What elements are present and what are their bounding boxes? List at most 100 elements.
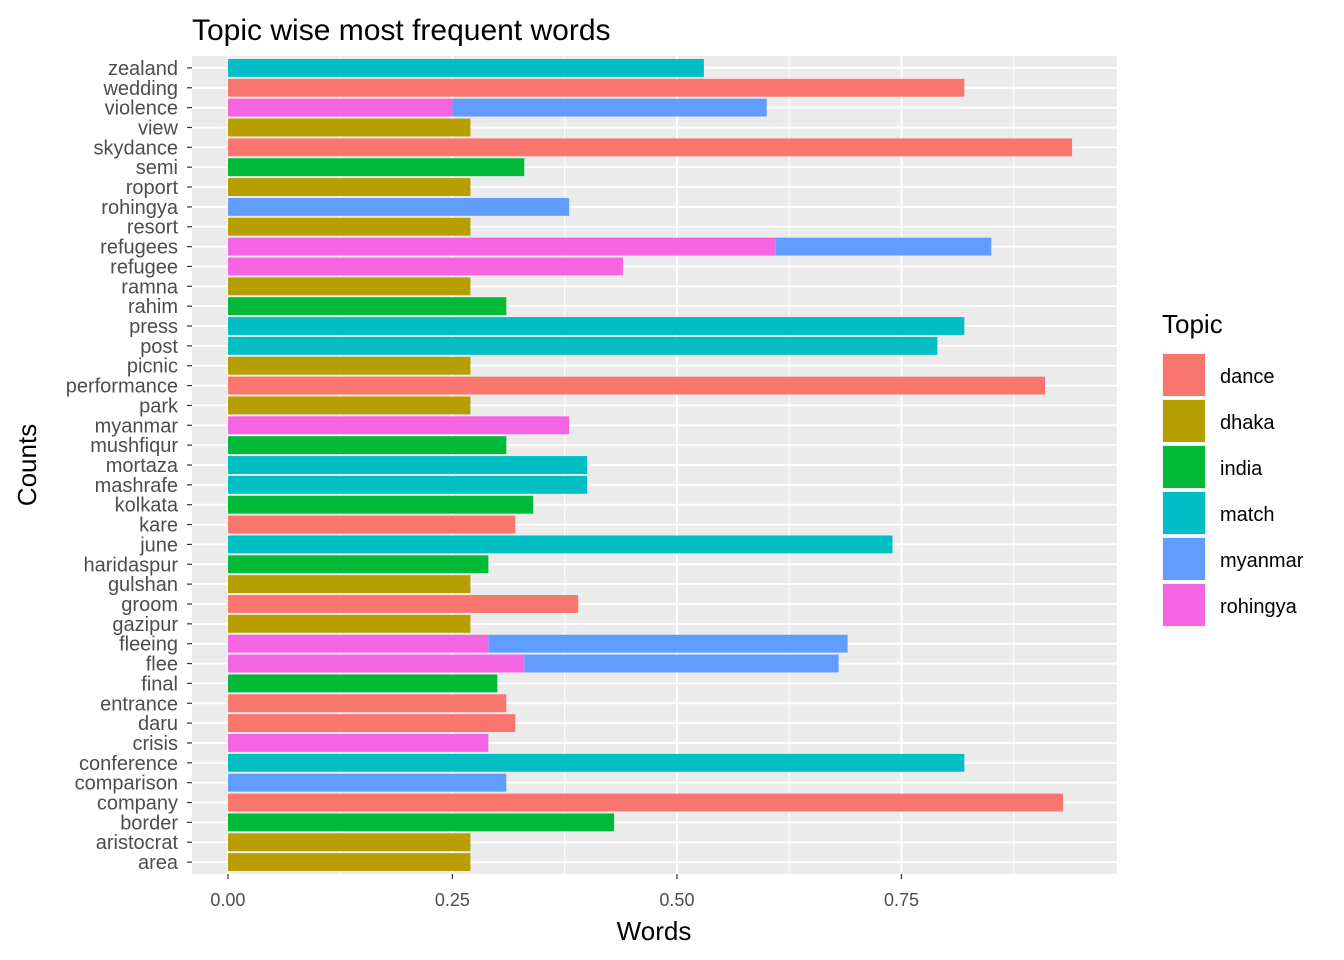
bar-park-dhaka — [227, 396, 471, 415]
bar-rohingya-myanmar — [227, 197, 570, 216]
y-tick-label: park — [139, 395, 179, 417]
y-tick-label: comparison — [75, 773, 178, 795]
x-axis-title: Words — [617, 916, 692, 946]
legend-label-rohingya: rohingya — [1220, 596, 1298, 618]
y-tick-label: border — [120, 812, 178, 834]
x-tick-label: 0.00 — [210, 890, 245, 910]
bar-press-match — [227, 317, 965, 335]
y-tick-label: gazipur — [112, 614, 178, 636]
y-tick-label: rahim — [128, 296, 178, 318]
y-tick-label: mashrafe — [95, 475, 178, 497]
y-tick-label: press — [129, 316, 178, 338]
bar-comparison-myanmar — [227, 773, 507, 792]
bar-final-india — [227, 674, 498, 693]
y-tick-label: refugee — [110, 256, 178, 278]
bar-june-match — [227, 535, 893, 554]
bar-violence-rohingya — [227, 98, 453, 117]
y-tick-label: roport — [126, 177, 179, 199]
y-tick-label: kolkata — [115, 495, 179, 517]
y-tick-label: view — [138, 117, 179, 139]
bar-semi-india — [227, 158, 525, 177]
y-axis-ticks: zealandweddingviolenceviewskydancesemiro… — [66, 58, 192, 874]
x-axis-ticks: 0.00 0.25 0.50 0.75 — [210, 874, 919, 910]
bar-groom-dance — [227, 595, 579, 613]
y-tick-label: ramna — [121, 276, 179, 298]
bar-myanmar-rohingya — [227, 416, 570, 435]
y-tick-label: picnic — [127, 356, 178, 378]
y-tick-label: fleeing — [119, 634, 178, 656]
bar-company-dance — [227, 793, 1064, 812]
y-tick-label: june — [139, 534, 178, 556]
bar-gazipur-dhaka — [227, 614, 471, 633]
y-tick-label: violence — [105, 98, 178, 120]
bar-area-dhaka — [227, 853, 471, 872]
y-tick-label: groom — [121, 594, 178, 616]
bar-mortaza-match — [227, 456, 588, 474]
bar-haridaspur-india — [227, 555, 489, 574]
bar-picnic-dhaka — [227, 356, 471, 375]
y-tick-label: aristocrat — [96, 832, 179, 854]
y-tick-label: refugees — [100, 237, 178, 259]
bar-kolkata-india — [227, 495, 534, 514]
bars — [227, 58, 1073, 872]
y-tick-label: rohingya — [101, 197, 179, 219]
y-tick-label: performance — [66, 376, 178, 398]
y-tick-label: semi — [136, 157, 178, 179]
bar-roport-dhaka — [227, 178, 471, 196]
y-tick-label: mortaza — [106, 455, 179, 477]
y-tick-label: flee — [146, 654, 178, 676]
legend-key-rohingya — [1163, 584, 1205, 626]
y-tick-label: mushfiqur — [90, 435, 178, 457]
legend-key-myanmar — [1163, 538, 1205, 580]
bar-resort-dhaka — [227, 217, 471, 236]
bar-kare-dance — [227, 515, 516, 534]
legend: Topic dance dhaka india match myanmar rohingy… — [1162, 309, 1304, 627]
bar-flee-myanmar — [524, 654, 839, 673]
bar-post-match — [227, 336, 938, 355]
y-tick-label: final — [141, 673, 178, 695]
chart-title: Topic wise most frequent words — [192, 14, 611, 47]
legend-key-india — [1163, 446, 1205, 488]
bar-ramna-dhaka — [227, 277, 471, 296]
bar-mushfiqur-india — [227, 436, 507, 455]
bar-zealand-match — [227, 58, 704, 77]
bar-rahim-india — [227, 297, 507, 316]
bar-daru-dance — [227, 714, 516, 733]
legend-label-dhaka: dhaka — [1220, 412, 1275, 434]
legend-key-match — [1163, 492, 1205, 534]
legend-key-dhaka — [1163, 400, 1205, 442]
bar-mashrafe-match — [227, 475, 588, 494]
y-tick-label: wedding — [102, 78, 178, 100]
bar-border-india — [227, 813, 615, 832]
bar-refugees-rohingya — [227, 237, 776, 256]
y-tick-label: gulshan — [108, 574, 178, 596]
bar-gulshan-dhaka — [227, 575, 471, 594]
legend-key-dance — [1163, 354, 1205, 396]
y-tick-label: conference — [79, 753, 178, 775]
bar-aristocrat-dhaka — [227, 833, 471, 852]
bar-view-dhaka — [227, 118, 471, 137]
legend-label-match: match — [1220, 504, 1274, 526]
legend-label-india: india — [1220, 458, 1263, 480]
x-tick-label: 0.75 — [884, 890, 919, 910]
y-tick-label: crisis — [132, 733, 178, 755]
y-tick-label: area — [138, 852, 179, 874]
y-tick-label: kare — [139, 515, 178, 537]
y-tick-label: haridaspur — [83, 554, 178, 576]
x-tick-label: 0.25 — [435, 890, 470, 910]
y-tick-label: entrance — [100, 693, 178, 715]
bar-fleeing-rohingya — [227, 634, 489, 653]
y-tick-label: daru — [138, 713, 178, 735]
legend-title: Topic — [1162, 309, 1223, 339]
bar-performance-dance — [227, 376, 1046, 395]
bar-refugee-rohingya — [227, 257, 624, 276]
x-tick-label: 0.50 — [659, 890, 694, 910]
y-tick-label: resort — [127, 217, 179, 239]
legend-label-myanmar: myanmar — [1220, 550, 1304, 572]
bar-flee-rohingya — [227, 654, 525, 673]
y-tick-label: myanmar — [95, 415, 179, 437]
bar-fleeing-myanmar — [488, 634, 848, 653]
bar-refugees-myanmar — [775, 237, 992, 256]
bar-entrance-dance — [227, 694, 507, 713]
